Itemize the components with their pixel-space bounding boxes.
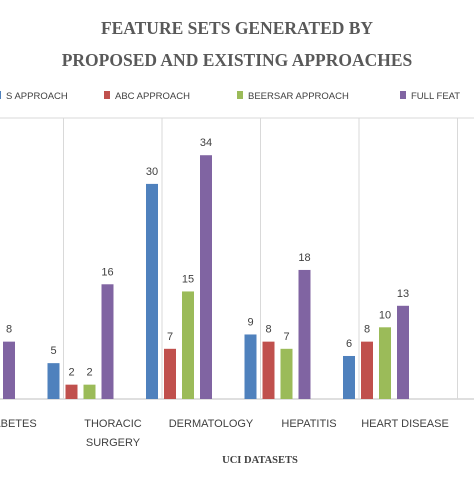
x-tick-label: THORACIC [84, 418, 142, 430]
chart-legend: S APPROACH ABC APPROACH BEERSAR APPROACH FU… [0, 91, 460, 102]
x-axis-title: UCI DATASETS [222, 455, 298, 466]
x-tick-label: ABETES [0, 418, 37, 430]
chart-title-line2: PROPOSED AND EXISTING APPROACHES [62, 50, 413, 70]
bar [65, 384, 78, 399]
legend-label: FULL FEAT [411, 91, 460, 102]
x-tick-label: SURGERY [86, 437, 141, 449]
x-tick-label: HEPATITIS [281, 418, 336, 430]
data-label: 2 [86, 367, 92, 379]
bar [280, 348, 293, 399]
legend-swatch [104, 91, 110, 99]
legend-label: ABC APPROACH [115, 91, 190, 102]
data-label: 2 [68, 367, 74, 379]
chart-title-line1: FEATURE SETS GENERATED BY [101, 18, 373, 38]
bar [47, 363, 60, 399]
data-label: 9 [247, 316, 253, 328]
x-tick-label: DERMATOLOGY [169, 418, 254, 430]
plot-area [0, 117, 474, 400]
data-label: 16 [101, 266, 113, 278]
bar [379, 327, 391, 399]
legend-label: BEERSAR APPROACH [248, 91, 349, 102]
bar [164, 348, 176, 399]
bar [101, 284, 114, 399]
data-label: 7 [167, 331, 173, 343]
bar [262, 341, 275, 399]
bar [200, 155, 212, 399]
data-label: 5 [50, 345, 56, 357]
bar [83, 384, 96, 399]
data-label: 6 [346, 338, 352, 350]
bar [343, 355, 355, 399]
category-separators [63, 118, 458, 399]
bar [146, 183, 158, 399]
bar [182, 291, 194, 399]
data-label: 15 [182, 273, 194, 285]
bar [298, 269, 311, 399]
data-label: 8 [265, 324, 271, 336]
x-tick-labels: ABETES THORACIC SURGERY DERMATOLOGY HEPATITI… [0, 418, 449, 449]
bar [397, 305, 409, 399]
data-label: 34 [200, 137, 212, 149]
legend-swatch [237, 91, 243, 99]
legend-label: S APPROACH [6, 91, 68, 102]
x-tick-label: HEART DISEASE [361, 418, 449, 430]
legend-swatch [0, 91, 1, 99]
data-labels: 28852216307153498718681013 [6, 137, 409, 379]
bar [3, 341, 15, 399]
bar [244, 334, 257, 399]
data-label: 8 [364, 324, 370, 336]
bar-marks [3, 155, 409, 399]
data-label: 13 [397, 288, 409, 300]
data-label: 30 [146, 166, 158, 178]
bar [361, 341, 373, 399]
data-label: 18 [298, 252, 310, 264]
data-label: 10 [379, 309, 391, 321]
legend-swatch [400, 91, 406, 99]
data-label: 8 [6, 324, 12, 336]
data-label: 7 [283, 331, 289, 343]
